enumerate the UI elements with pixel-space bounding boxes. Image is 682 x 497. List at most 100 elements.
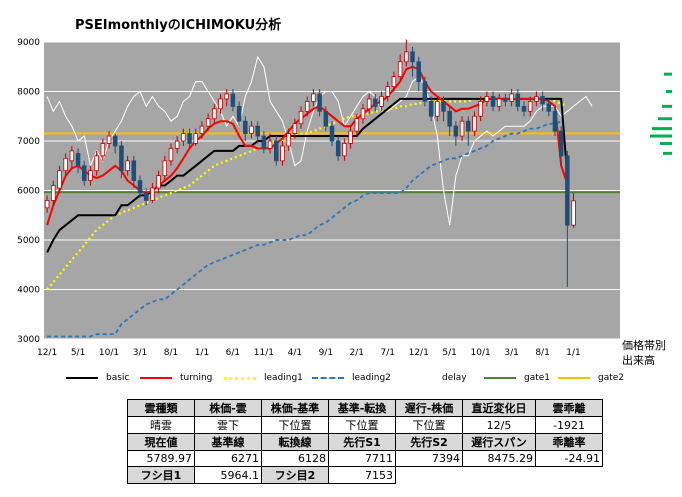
ichimoku-stats-table: 雲種類 株価-雲 株価-基準 基準-転換 遅行-株価 直近変化日 雲乖離 晴雲 …: [127, 399, 603, 484]
chart-legend: basic turning leading1 leading2 delay ga…: [0, 373, 682, 387]
table-header: 遅行スパン: [462, 433, 536, 451]
table-row: 雲種類 株価-雲 株価-基準 基準-転換 遅行-株価 直近変化日 雲乖離: [127, 399, 603, 417]
candle-body: [150, 187, 155, 201]
x-tick-label: 11/1: [254, 348, 274, 358]
candle-body: [44, 199, 50, 209]
table-row: 現在値 基準線 転換線 先行S1 先行S2 遅行スパン 乖離率: [127, 433, 603, 451]
table-empty: [396, 467, 463, 484]
volume-profile-bar: [658, 117, 672, 121]
candle-body: [521, 105, 527, 112]
candle-body: [571, 200, 576, 226]
table-header: 先行S1: [328, 433, 396, 451]
table-cell: 下位置: [328, 416, 396, 434]
candle-body: [428, 101, 434, 117]
volume-profile-bar: [660, 141, 672, 145]
candle-body: [255, 125, 260, 137]
table-empty: [536, 467, 603, 484]
table-header: 基準線: [194, 433, 262, 451]
candle-body: [527, 101, 533, 112]
x-tick-label: 5/1: [442, 348, 456, 358]
legend-swatch: [484, 377, 516, 379]
candle-body: [298, 110, 304, 125]
x-tick-label: 6/1: [226, 348, 240, 358]
candle-body: [261, 135, 267, 149]
table-cell: 5789.97: [127, 450, 195, 467]
candle-body: [280, 145, 285, 162]
candle-body: [143, 192, 149, 201]
y-tick-label: 8000: [17, 88, 40, 98]
candle-body: [304, 101, 310, 112]
x-tick-label: 1/1: [566, 348, 580, 358]
candle-body: [416, 61, 421, 82]
table-header: 雲種類: [127, 399, 195, 417]
legend-label: leading1: [264, 373, 303, 383]
band-label: 価格帯別: [622, 339, 666, 352]
leading1-line: [46, 97, 568, 291]
volume-profile-bar: [650, 134, 672, 138]
y-tick-label: 6000: [17, 187, 40, 197]
candle-body: [503, 98, 508, 102]
candle-body: [267, 140, 273, 149]
table-header: 転換線: [261, 433, 329, 451]
candle-body: [354, 118, 360, 132]
x-tick-label: 4/1: [288, 348, 302, 358]
candle-body: [193, 133, 198, 144]
candle-body: [453, 125, 459, 137]
table-cell: 雲下: [194, 416, 262, 434]
candle-body: [106, 135, 112, 144]
table-cell: 下位置: [261, 416, 329, 434]
candle-body: [205, 118, 211, 127]
candle-body: [224, 93, 229, 100]
candle-body: [51, 185, 56, 201]
ichimoku-chart: 3000 4000 5000 6000 7000 8000 9000 12/1 5/1 10/1…: [17, 38, 672, 358]
candlesticks: [44, 39, 576, 288]
legend-item-delay: delay: [402, 373, 467, 383]
candle-body: [348, 130, 353, 144]
legend-item-turning: turning: [140, 373, 212, 383]
candle-body: [236, 105, 242, 122]
candle-body: [82, 165, 87, 181]
x-tick-label: 9/1: [319, 348, 333, 358]
table-cell: 7153: [328, 466, 396, 484]
legend-swatch: [140, 377, 172, 379]
table-row: 5789.97 6271 6128 7711 7394 8475.29 -24.…: [127, 450, 603, 467]
candle-body: [366, 98, 372, 110]
y-tick-labels: 3000 4000 5000 6000 7000 8000 9000: [17, 38, 40, 345]
table-cell: 下位置: [395, 416, 463, 434]
candle-body: [465, 120, 471, 132]
table-cell: -24.91: [535, 450, 603, 467]
candle-body: [243, 120, 248, 134]
candle-body: [292, 123, 298, 134]
candle-body: [379, 96, 384, 107]
table-cell: 晴雲: [127, 416, 195, 434]
candle-body: [100, 143, 106, 157]
table-cell: 7394: [395, 450, 463, 467]
candle-body: [490, 96, 496, 107]
candle-body: [249, 125, 254, 134]
table-cell: 5964.1: [194, 466, 262, 484]
volume-profile: [650, 72, 672, 155]
candle-body: [385, 86, 391, 97]
legend-item-gate2: gate2: [558, 373, 624, 383]
legend-swatch: [312, 377, 344, 379]
candle-body: [397, 61, 403, 78]
x-tick-label: 10/1: [471, 348, 491, 358]
candle-body: [540, 96, 545, 105]
candle-body: [342, 143, 347, 157]
x-tick-label: 3/1: [133, 348, 147, 358]
candle-body: [168, 148, 174, 162]
candle-body: [218, 98, 223, 110]
candle-body: [69, 150, 75, 162]
x-tick-label: 7/1: [380, 348, 394, 358]
candle-body: [137, 180, 143, 194]
legend-label: basic: [106, 373, 130, 383]
candle-body: [174, 140, 180, 149]
leading2-line: [47, 120, 562, 338]
candle-body: [410, 51, 415, 63]
candle-body: [329, 125, 335, 142]
y-tick-label: 5000: [17, 236, 40, 246]
legend-item-basic: basic: [66, 373, 129, 383]
candle-body: [441, 101, 446, 112]
y-tick-label: 7000: [17, 137, 40, 147]
legend-label: turning: [180, 373, 213, 383]
